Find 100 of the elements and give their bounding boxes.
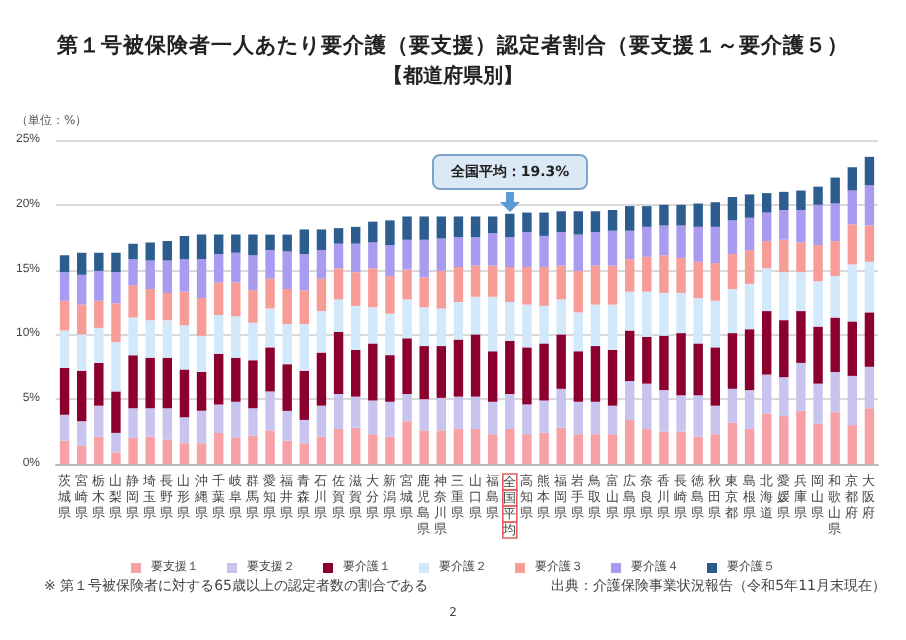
bar	[436, 346, 447, 398]
bar	[676, 292, 686, 334]
bar	[213, 404, 224, 433]
bar	[316, 436, 327, 464]
bar	[265, 234, 275, 251]
bar	[76, 334, 87, 371]
bar	[813, 326, 823, 384]
bar	[316, 352, 327, 406]
bar	[676, 333, 686, 396]
bar	[470, 216, 481, 238]
bar	[282, 440, 292, 464]
bar	[693, 395, 703, 437]
bar	[676, 204, 686, 226]
bar	[436, 430, 447, 464]
bar	[453, 396, 464, 430]
bar	[693, 203, 703, 227]
bar	[590, 211, 601, 233]
bar	[299, 370, 310, 420]
bar	[350, 427, 361, 464]
bar	[350, 349, 361, 397]
bar	[830, 371, 840, 413]
bar	[864, 408, 875, 464]
bar	[111, 303, 121, 343]
bar	[196, 259, 207, 299]
bar	[162, 439, 173, 464]
bar	[607, 209, 618, 231]
bar	[333, 331, 344, 395]
bar	[179, 417, 190, 444]
bar	[813, 423, 823, 464]
bar	[76, 370, 87, 422]
bar	[162, 292, 173, 321]
bar	[727, 220, 738, 255]
bar	[368, 307, 378, 344]
bar	[128, 355, 138, 409]
bar	[385, 436, 395, 464]
bar	[299, 443, 310, 464]
bar	[522, 232, 532, 268]
bar	[522, 434, 532, 464]
bar	[368, 400, 378, 435]
bar	[779, 209, 789, 240]
bar	[419, 239, 429, 278]
bar	[710, 226, 721, 264]
bar	[59, 368, 70, 415]
bar	[470, 237, 481, 266]
bar	[864, 366, 875, 409]
bar	[59, 255, 70, 273]
bar	[847, 167, 858, 191]
bar	[659, 335, 669, 391]
bar	[676, 225, 686, 258]
bar	[179, 291, 190, 326]
bar	[59, 440, 70, 464]
bar	[607, 265, 618, 305]
bar	[419, 430, 429, 464]
bar	[111, 432, 121, 453]
bar	[830, 276, 840, 318]
bar	[282, 364, 292, 411]
bar	[248, 360, 258, 409]
bar	[642, 291, 652, 337]
bar	[779, 191, 789, 210]
bar	[179, 369, 190, 418]
bar	[282, 410, 292, 441]
bar	[402, 394, 412, 422]
bar	[282, 234, 292, 252]
bar	[470, 265, 481, 297]
bar	[744, 283, 755, 330]
bar	[505, 394, 515, 430]
bar	[761, 268, 772, 312]
bar	[744, 194, 755, 218]
bar	[128, 317, 138, 356]
bar	[590, 304, 601, 347]
bar	[642, 429, 652, 464]
bar	[453, 237, 464, 268]
bar	[213, 353, 224, 405]
bar	[796, 242, 806, 273]
bar	[505, 340, 515, 395]
bar	[573, 270, 584, 313]
bar	[231, 252, 241, 283]
bar	[282, 324, 292, 365]
bar	[624, 206, 635, 231]
bar	[436, 397, 447, 431]
bar	[248, 290, 258, 323]
bar	[556, 232, 566, 266]
bar	[368, 242, 378, 269]
bar	[556, 211, 566, 233]
bar	[196, 371, 207, 411]
bar	[470, 429, 481, 464]
bar	[607, 434, 618, 464]
bar	[539, 343, 549, 401]
bar	[316, 278, 327, 312]
bar	[487, 265, 498, 297]
bar	[333, 228, 344, 244]
bar	[761, 193, 772, 213]
bar	[676, 395, 686, 432]
bar	[385, 313, 395, 356]
bar	[624, 291, 635, 331]
bar	[231, 234, 241, 253]
bar	[59, 330, 70, 369]
bar	[779, 416, 789, 464]
bar	[761, 212, 772, 242]
bar	[487, 233, 498, 266]
